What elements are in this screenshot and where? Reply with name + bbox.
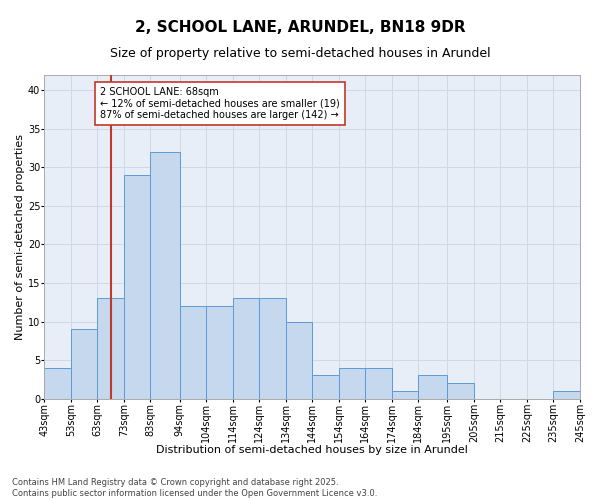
Bar [179,306,206,398]
X-axis label: Distribution of semi-detached houses by size in Arundel: Distribution of semi-detached houses by … [156,445,468,455]
Bar [312,376,339,398]
Bar [392,391,418,398]
Bar [97,298,124,398]
Bar [448,383,474,398]
Text: 2, SCHOOL LANE, ARUNDEL, BN18 9DR: 2, SCHOOL LANE, ARUNDEL, BN18 9DR [134,20,466,35]
Bar [286,322,312,398]
Bar [259,298,286,398]
Bar [233,298,259,398]
Bar [151,152,179,398]
Bar [206,306,233,398]
Bar [71,329,97,398]
Bar [365,368,392,398]
Y-axis label: Number of semi-detached properties: Number of semi-detached properties [15,134,25,340]
Bar [418,376,448,398]
Bar [124,175,151,398]
Bar [553,391,580,398]
Text: 2 SCHOOL LANE: 68sqm
← 12% of semi-detached houses are smaller (19)
87% of semi-: 2 SCHOOL LANE: 68sqm ← 12% of semi-detac… [100,86,340,120]
Text: Size of property relative to semi-detached houses in Arundel: Size of property relative to semi-detach… [110,48,490,60]
Bar [339,368,365,398]
Text: Contains HM Land Registry data © Crown copyright and database right 2025.
Contai: Contains HM Land Registry data © Crown c… [12,478,377,498]
Bar [44,368,71,398]
